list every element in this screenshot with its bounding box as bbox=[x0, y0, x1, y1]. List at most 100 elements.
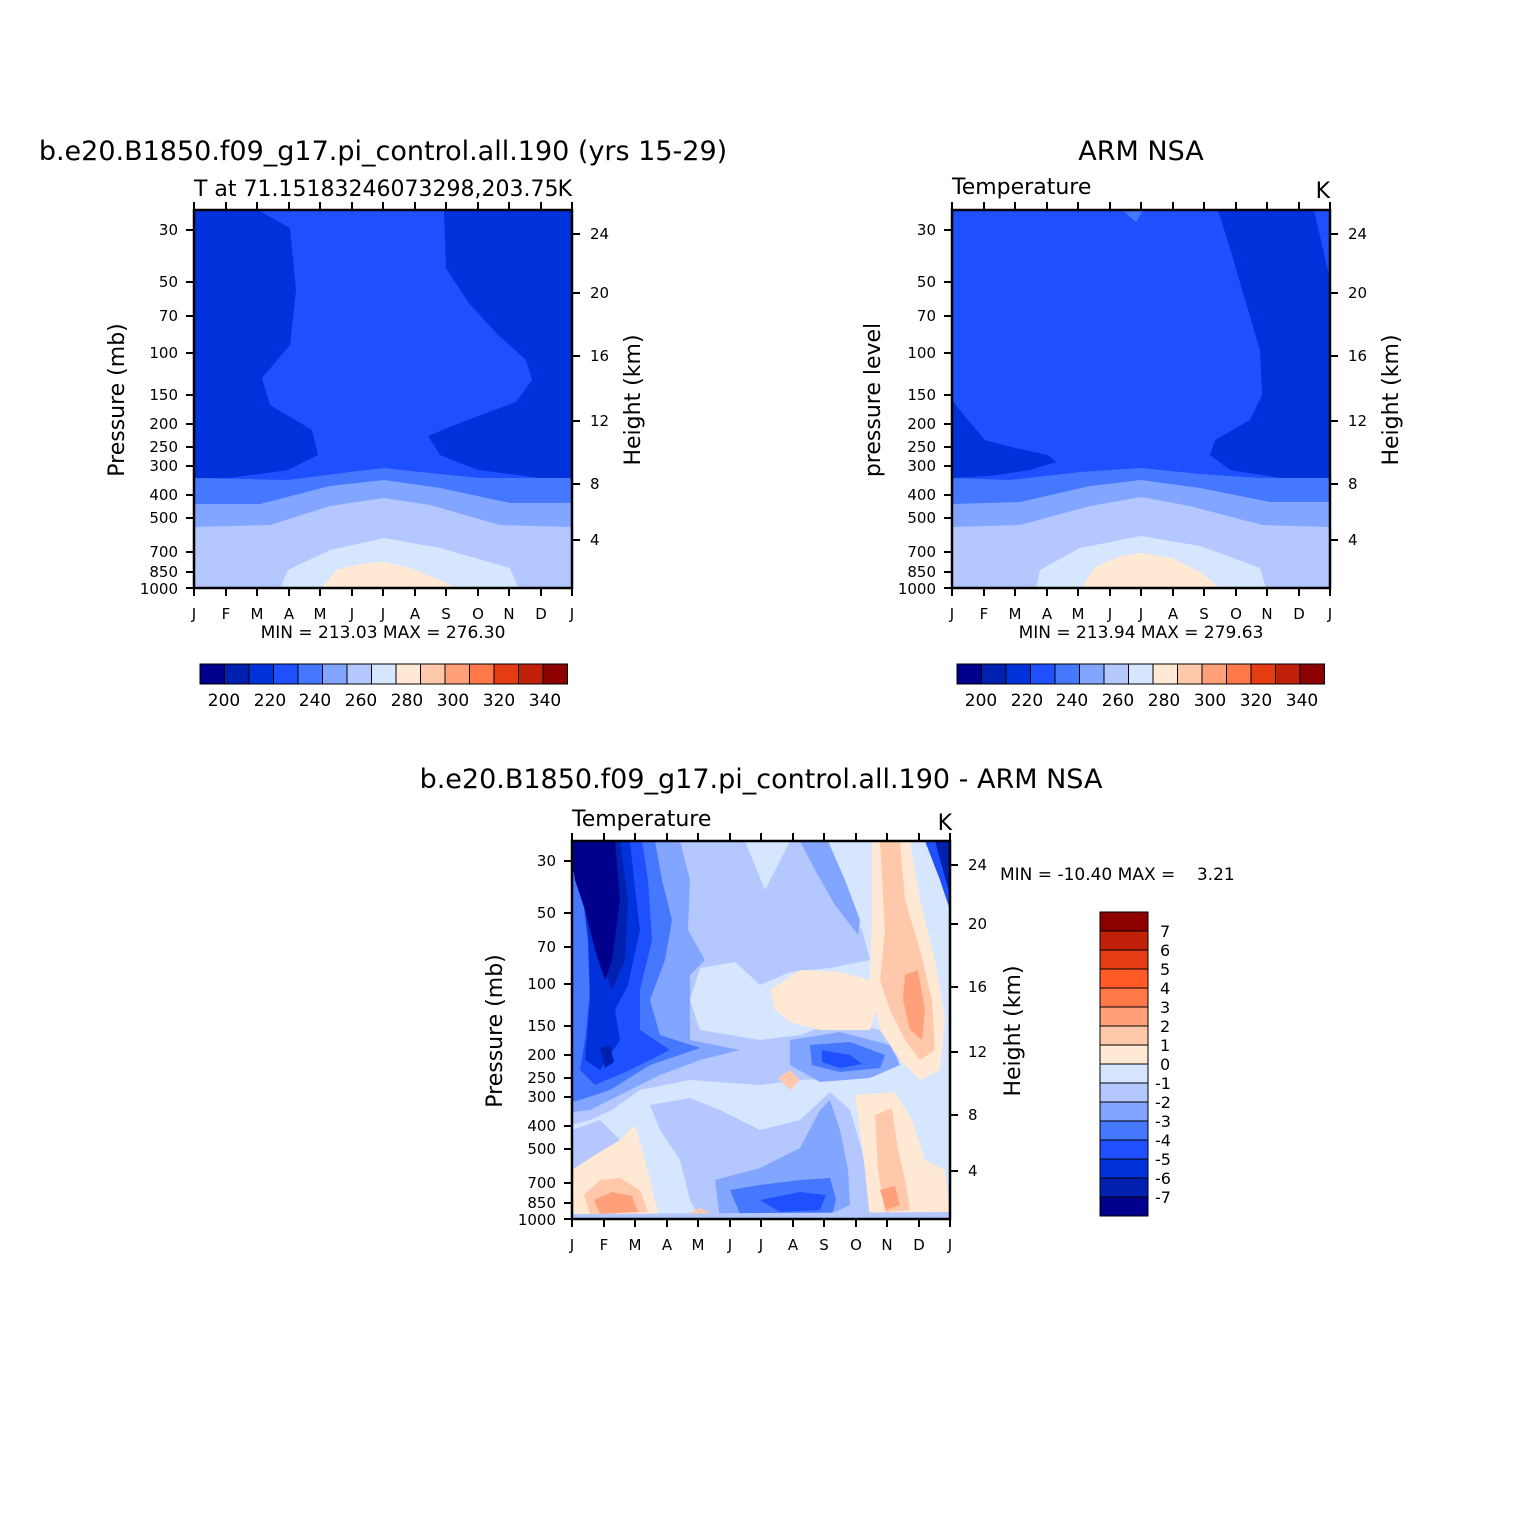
y-right-tick-label: 8 bbox=[590, 475, 600, 493]
x-tick-label: M bbox=[1009, 605, 1022, 623]
colorbar-box bbox=[1177, 663, 1203, 685]
panel-obs: ARM NSA Temperature K J F M A M bbox=[861, 136, 1404, 711]
colorbar-box bbox=[493, 663, 519, 685]
colorbar-box bbox=[273, 663, 299, 685]
colorbar-box bbox=[1079, 663, 1105, 685]
x-tick-label: A bbox=[788, 1236, 799, 1254]
y-right-tick-label: 24 bbox=[590, 225, 609, 243]
y-tick-label: 150 bbox=[527, 1017, 556, 1035]
field-minus7-small bbox=[600, 1045, 614, 1068]
x-tick-label: F bbox=[600, 1236, 609, 1254]
y-right-tick-label: 16 bbox=[968, 978, 987, 996]
panel-obs-ticks bbox=[944, 202, 1338, 596]
colorbar-label: 3 bbox=[1160, 998, 1170, 1017]
colorbar-label: 320 bbox=[1240, 691, 1272, 711]
x-tick-label: A bbox=[1168, 605, 1179, 623]
colorbar-box bbox=[1099, 1139, 1149, 1160]
colorbar-label: 200 bbox=[965, 691, 997, 711]
y-tick-label: 50 bbox=[537, 904, 556, 922]
colorbar-label: -1 bbox=[1155, 1074, 1171, 1093]
x-tick-label: N bbox=[503, 605, 514, 623]
panel-diff: b.e20.B1850.f09_g17.pi_control.all.190 -… bbox=[420, 764, 1235, 1254]
field-plus2-lower-right bbox=[880, 1186, 900, 1210]
panel-model-units: K bbox=[558, 177, 573, 202]
colorbar-box bbox=[1201, 663, 1227, 685]
colorbar-label: 1 bbox=[1160, 1036, 1170, 1055]
colorbar-box bbox=[1152, 663, 1178, 685]
y-tick-label: 50 bbox=[159, 273, 178, 291]
colorbar-box bbox=[1099, 1082, 1149, 1103]
colorbar-box bbox=[1099, 987, 1149, 1008]
y-right-tick-label: 20 bbox=[1348, 284, 1367, 302]
x-tick-label: J bbox=[1327, 605, 1332, 623]
colorbar-box bbox=[956, 663, 982, 685]
y-tick-label: 70 bbox=[537, 938, 556, 956]
y-right-tick-label: 8 bbox=[968, 1106, 978, 1124]
x-tick-label: J bbox=[727, 1236, 732, 1254]
y-right-tick-label: 12 bbox=[968, 1043, 987, 1061]
y-tick-label: 150 bbox=[907, 386, 936, 404]
panel-model-ticks bbox=[186, 202, 580, 596]
colorbar-box bbox=[224, 663, 250, 685]
x-tick-label: J bbox=[569, 605, 574, 623]
colorbar-box bbox=[1099, 1196, 1149, 1217]
x-tick-label: J bbox=[349, 605, 354, 623]
panel-diff-xticklabels: J F M A M J J A S O N D J bbox=[569, 1236, 952, 1254]
colorbar-label: 340 bbox=[529, 691, 561, 711]
colorbar-box bbox=[518, 663, 544, 685]
colorbar-label: -2 bbox=[1155, 1093, 1171, 1112]
field-plus0-small bbox=[778, 1070, 800, 1090]
colorbar-label: 7 bbox=[1160, 922, 1170, 941]
colorbar-box bbox=[248, 663, 274, 685]
colorbar-box bbox=[444, 663, 470, 685]
colorbar-box bbox=[1030, 663, 1056, 685]
y-tick-label: 250 bbox=[149, 438, 178, 456]
panel-diff-title: b.e20.B1850.f09_g17.pi_control.all.190 -… bbox=[420, 764, 1103, 795]
panel-obs-xticklabels: J F M A M J J A S O N D J bbox=[949, 605, 1332, 623]
x-tick-label: D bbox=[1293, 605, 1305, 623]
x-tick-label: O bbox=[850, 1236, 862, 1254]
y-tick-label: 30 bbox=[917, 221, 936, 239]
panel-obs-ylabel-right: Height (km) bbox=[1379, 334, 1404, 465]
x-tick-label: M bbox=[692, 1236, 705, 1254]
x-tick-label: J bbox=[1107, 605, 1112, 623]
x-tick-label: O bbox=[1230, 605, 1242, 623]
x-tick-label: J bbox=[380, 605, 385, 623]
colorbar-label: 2 bbox=[1160, 1017, 1170, 1036]
y-tick-label: 500 bbox=[527, 1140, 556, 1158]
x-tick-label: F bbox=[980, 605, 989, 623]
colorbar-label: 220 bbox=[254, 691, 286, 711]
panel-obs-subtitle: Temperature bbox=[951, 175, 1091, 200]
x-tick-label: D bbox=[535, 605, 547, 623]
y-tick-label: 300 bbox=[527, 1088, 556, 1106]
colorbar-label: 4 bbox=[1160, 979, 1170, 998]
y-tick-label: 700 bbox=[527, 1174, 556, 1192]
field-cold-right bbox=[1210, 210, 1330, 478]
x-tick-label: M bbox=[251, 605, 264, 623]
y-tick-label: 400 bbox=[907, 486, 936, 504]
y-tick-label: 850 bbox=[149, 563, 178, 581]
y-right-tick-label: 24 bbox=[1348, 225, 1367, 243]
colorbar-box bbox=[322, 663, 348, 685]
colorbar-label: 5 bbox=[1160, 960, 1170, 979]
colorbar-box bbox=[1099, 1158, 1149, 1179]
panel-diff-ticks bbox=[564, 833, 958, 1227]
panel-model-subtitle: T at 71.15183246073298,203.75 bbox=[193, 177, 558, 202]
y-right-tick-label: 16 bbox=[590, 347, 609, 365]
colorbar-label: 260 bbox=[345, 691, 377, 711]
colorbar-box bbox=[420, 663, 446, 685]
y-tick-label: 1000 bbox=[898, 580, 936, 598]
x-tick-label: N bbox=[881, 1236, 892, 1254]
x-tick-label: F bbox=[222, 605, 231, 623]
x-tick-label: S bbox=[441, 605, 451, 623]
colorbar-label: 260 bbox=[1102, 691, 1134, 711]
colorbar-box bbox=[1099, 949, 1149, 970]
y-tick-label: 400 bbox=[149, 486, 178, 504]
y-tick-label: 850 bbox=[527, 1194, 556, 1212]
colorbar-box bbox=[1099, 1101, 1149, 1122]
field-bottom-strip bbox=[572, 1212, 950, 1219]
field-plus0-upper bbox=[770, 970, 878, 1030]
panel-diff-colorbar: 7 6 5 4 3 2 1 0 -1 -2 -3 -4 -5 -6 -7 bbox=[1099, 911, 1171, 1217]
y-right-tick-label: 8 bbox=[1348, 475, 1358, 493]
